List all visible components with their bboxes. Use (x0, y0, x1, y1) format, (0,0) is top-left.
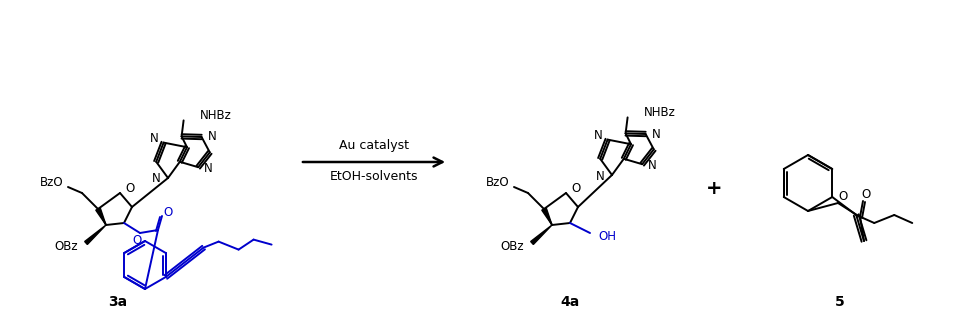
Text: OBz: OBz (54, 240, 78, 254)
Text: OBz: OBz (501, 240, 524, 254)
Text: NHBz: NHBz (644, 106, 675, 119)
Text: O: O (571, 182, 580, 196)
Polygon shape (96, 208, 106, 225)
Text: O: O (861, 188, 870, 202)
Polygon shape (84, 225, 106, 244)
Text: EtOH-solvents: EtOH-solvents (329, 169, 418, 182)
Text: N: N (596, 169, 605, 182)
Text: O: O (838, 191, 848, 203)
Text: Au catalyst: Au catalyst (339, 140, 409, 152)
Text: O: O (164, 207, 172, 220)
Polygon shape (530, 225, 552, 244)
Text: 4a: 4a (561, 295, 579, 309)
Text: N: N (150, 132, 159, 145)
Text: BzO: BzO (39, 176, 63, 190)
Text: N: N (594, 129, 603, 142)
Text: +: + (706, 179, 722, 198)
Text: N: N (648, 159, 657, 172)
Text: O: O (125, 182, 134, 196)
Polygon shape (542, 208, 552, 225)
Text: 5: 5 (835, 295, 845, 309)
Text: OH: OH (598, 230, 616, 243)
Text: O: O (132, 233, 142, 247)
Text: N: N (652, 128, 661, 140)
Text: BzO: BzO (485, 176, 509, 190)
Text: N: N (152, 173, 161, 186)
Text: NHBz: NHBz (200, 109, 231, 122)
Text: N: N (208, 130, 217, 144)
Text: 3a: 3a (109, 295, 127, 309)
Text: N: N (204, 162, 213, 175)
